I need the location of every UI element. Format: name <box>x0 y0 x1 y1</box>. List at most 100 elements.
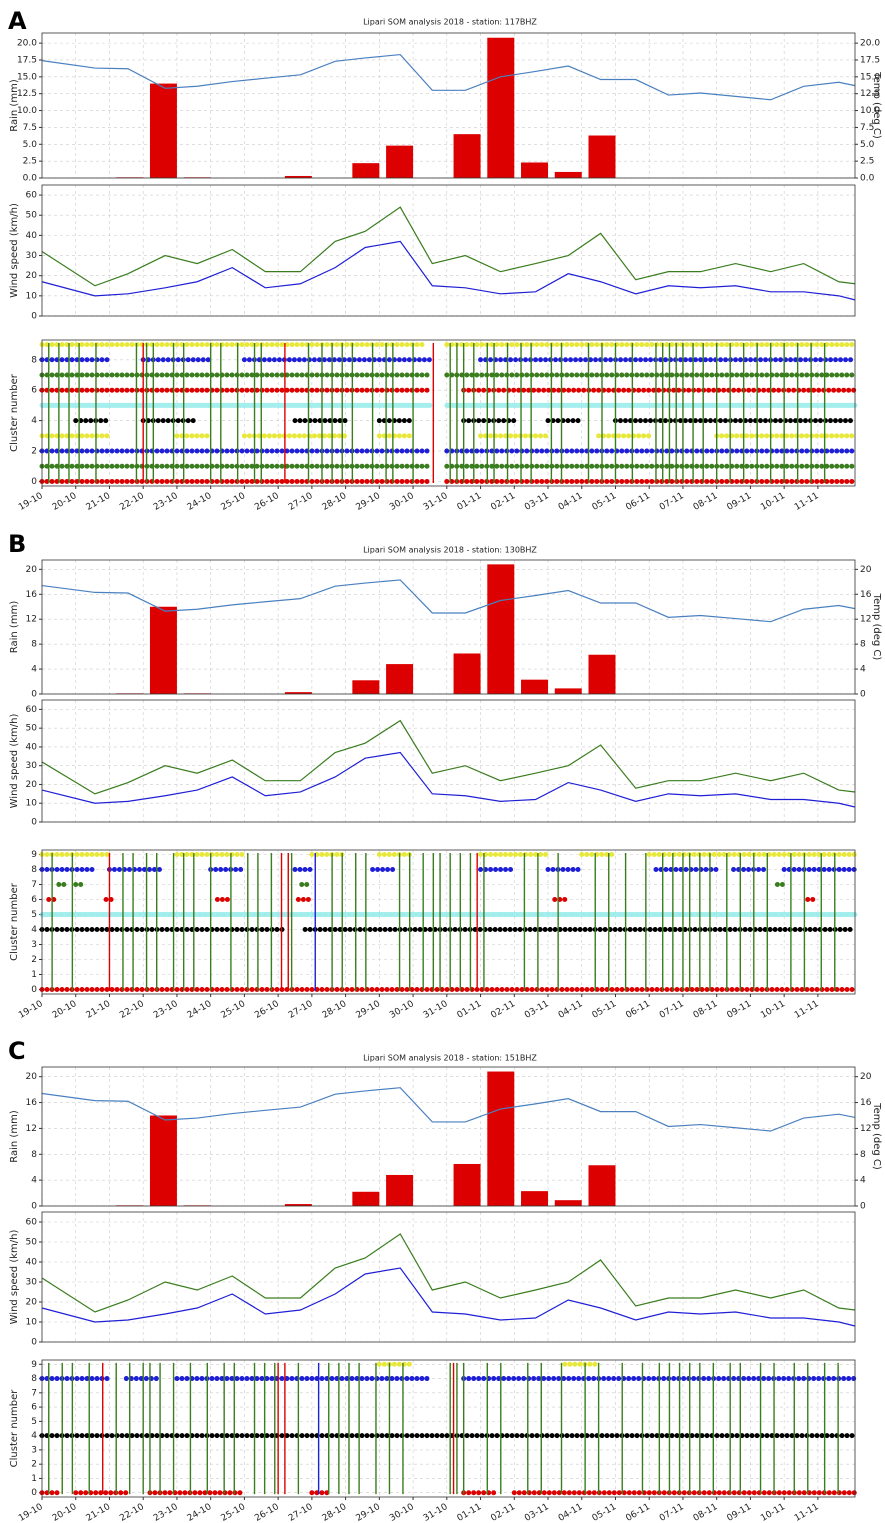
x-tick-label: 08-11 <box>692 1502 720 1523</box>
y-tick-label: 7 <box>31 880 37 890</box>
y2-tick-label: 5.0 <box>860 140 875 150</box>
y-tick-label: 0 <box>31 1202 37 1212</box>
plot-frame <box>41 1066 856 1207</box>
y-tick-label: 9 <box>31 850 37 860</box>
y-tick-label: 5 <box>31 1417 37 1427</box>
bar <box>588 135 616 178</box>
y-tick-label: 40 <box>26 742 38 752</box>
x-tick-label: 22-10 <box>118 1502 146 1523</box>
y-tick-label: 9 <box>31 1360 37 1370</box>
y2-tick-label: 4 <box>860 1176 866 1186</box>
x-tick-label: 09-11 <box>726 1502 754 1523</box>
bar <box>487 564 515 694</box>
y-axis-label: Wind speed (km/h) <box>9 1230 20 1325</box>
bar <box>588 654 616 694</box>
x-tick-label: 30-10 <box>388 999 416 1021</box>
bar <box>149 606 177 694</box>
y2-tick-label: 0.0 <box>860 174 875 184</box>
x-tick-label: 23-10 <box>152 491 180 513</box>
y-tick-label: 0 <box>31 818 37 828</box>
x-tick-label: 24-10 <box>186 999 214 1021</box>
y2-tick-label: 15.0 <box>860 72 880 82</box>
bar <box>149 83 177 178</box>
x-tick-label: 02-11 <box>489 491 517 513</box>
y-tick-label: 4 <box>31 1431 37 1441</box>
x-tick-label: 04-11 <box>557 491 585 513</box>
plot-frame <box>41 339 856 487</box>
plot-frame <box>41 1211 856 1343</box>
x-tick-label: 20-10 <box>51 1502 79 1523</box>
x-tick-label: 22-10 <box>118 491 146 513</box>
wind-line <box>41 240 856 301</box>
wind-line <box>41 1233 856 1313</box>
x-tick-label: 08-11 <box>692 999 720 1021</box>
x-tick-label: 27-10 <box>287 491 315 513</box>
x-tick-label: 28-10 <box>321 1502 349 1523</box>
x-tick-label: 09-11 <box>726 999 754 1021</box>
plot-area <box>42 1212 855 1342</box>
bar <box>352 680 380 694</box>
y-axis-label: Rain (mm) <box>9 79 20 132</box>
y-tick-label: 20 <box>26 565 38 575</box>
bar <box>588 1165 616 1206</box>
plot-area <box>42 33 855 178</box>
panel-letter: A <box>8 7 27 35</box>
y-axis-label: Wind speed (km/h) <box>9 203 20 298</box>
wind-line <box>41 751 856 808</box>
plot-frame <box>41 1359 856 1498</box>
y-tick-label: 5.0 <box>23 140 38 150</box>
x-tick-label: 23-10 <box>152 999 180 1021</box>
y-tick-label: 6 <box>31 386 37 396</box>
y-tick-label: 0 <box>31 477 37 487</box>
y-tick-label: 8 <box>31 1150 37 1160</box>
x-tick-label: 26-10 <box>253 999 281 1021</box>
x-tick-label: 27-10 <box>287 1502 315 1523</box>
y-tick-label: 12 <box>26 615 37 625</box>
y-axis-label: Rain (mm) <box>9 1110 20 1163</box>
y-axis-label: Cluster number <box>9 1389 20 1468</box>
plot-area <box>42 1067 855 1206</box>
x-tick-label: 01-11 <box>456 1502 484 1523</box>
y2-tick-label: 12 <box>860 1124 871 1134</box>
y2-tick-label: 16 <box>860 590 872 600</box>
y-tick-label: 20 <box>26 1298 38 1308</box>
y-tick-label: 1 <box>31 970 37 980</box>
y-tick-label: 50 <box>26 724 38 734</box>
temp-line <box>41 579 856 623</box>
y-tick-label: 3 <box>31 1445 37 1455</box>
y-tick-label: 16 <box>26 1098 38 1108</box>
y2-tick-label: 8 <box>860 1150 866 1160</box>
y2-tick-label: 10.0 <box>860 106 880 116</box>
y-tick-label: 4 <box>31 925 37 935</box>
x-tick-label: 26-10 <box>253 1502 281 1523</box>
y2-tick-label: 7.5 <box>860 123 874 133</box>
x-tick-label: 20-10 <box>51 491 79 513</box>
x-tick-label: 10-11 <box>759 1502 787 1523</box>
y-tick-label: 1 <box>31 1474 37 1484</box>
y2-tick-label: 2.5 <box>860 157 874 167</box>
x-tick-label: 25-10 <box>220 999 248 1021</box>
y-tick-label: 0.0 <box>23 174 38 184</box>
bar <box>386 1174 414 1206</box>
x-tick-label: 03-11 <box>523 491 551 513</box>
bar <box>386 145 414 178</box>
x-tick-label: 03-11 <box>523 1502 551 1523</box>
chart-title: Lipari SOM analysis 2018 - station: 151B… <box>363 1054 537 1063</box>
x-tick-label: 31-10 <box>422 491 450 513</box>
y2-axis-label: Temp (deg C) <box>871 1102 882 1170</box>
y2-axis-label: Temp (deg C) <box>871 71 882 139</box>
y-tick-label: 50 <box>26 1238 38 1248</box>
x-tick-label: 22-10 <box>118 999 146 1021</box>
y-axis-label: Cluster number <box>9 882 20 961</box>
x-tick-label: 19-10 <box>17 999 45 1021</box>
x-tick-label: 19-10 <box>17 491 45 513</box>
x-tick-label: 11-11 <box>793 491 821 513</box>
y-tick-label: 7.5 <box>23 123 37 133</box>
bar <box>554 1200 582 1206</box>
y-tick-label: 2 <box>31 1460 37 1470</box>
y2-tick-label: 20.0 <box>860 39 880 49</box>
y-tick-label: 6 <box>31 1403 37 1413</box>
x-tick-label: 01-11 <box>456 491 484 513</box>
bar <box>453 653 481 694</box>
